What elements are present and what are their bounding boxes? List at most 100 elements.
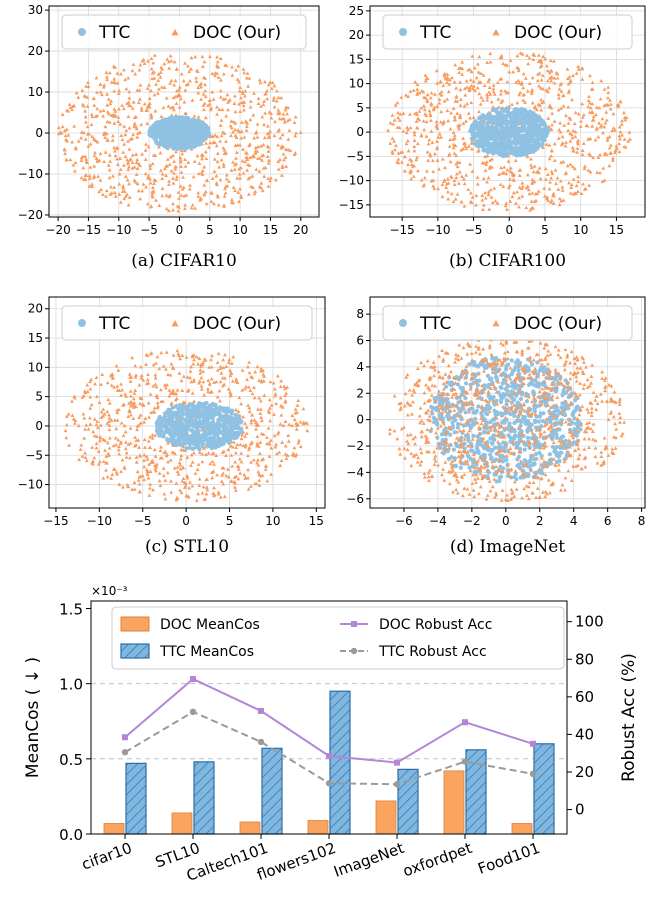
doc-point <box>206 389 211 394</box>
doc-point <box>136 478 141 482</box>
doc-point <box>98 151 103 156</box>
ttc-point <box>155 430 161 435</box>
doc-point <box>171 95 176 100</box>
doc-point <box>265 479 270 483</box>
doc-point <box>209 376 214 381</box>
doc-point <box>244 155 249 160</box>
doc-point <box>167 162 172 167</box>
doc-point <box>220 130 225 134</box>
doc-point <box>471 115 476 119</box>
doc-point <box>597 121 602 125</box>
doc-point <box>229 168 234 172</box>
doc-point <box>586 168 591 172</box>
doc-point <box>128 137 133 141</box>
doc-point <box>139 108 144 112</box>
x-tick-label: 0 <box>176 223 184 237</box>
doc-point <box>445 97 450 101</box>
doc-point <box>581 182 585 186</box>
doc-point <box>475 62 480 66</box>
ttc-point <box>199 123 204 128</box>
doc-point <box>238 85 243 89</box>
doc-point <box>441 122 445 126</box>
ttc-point <box>533 120 538 126</box>
panel-caption: (b) CIFAR100 <box>449 251 566 271</box>
doc-point <box>284 147 288 152</box>
doc-point <box>465 85 470 89</box>
doc-point <box>525 172 530 177</box>
doc-point <box>166 372 171 377</box>
doc-point <box>233 407 238 412</box>
doc-point <box>486 175 491 180</box>
doc-point <box>105 119 110 124</box>
doc-point <box>131 62 136 67</box>
doc-point <box>175 465 180 469</box>
ttc-point <box>521 123 526 129</box>
doc-point <box>235 77 240 81</box>
doc-point <box>221 72 226 76</box>
doc-point <box>242 108 246 112</box>
doc-point <box>225 92 230 97</box>
doc-point <box>546 198 551 203</box>
doc-point <box>195 68 199 72</box>
doc-point <box>457 70 462 75</box>
doc-point <box>226 107 230 112</box>
doc-point <box>138 413 143 417</box>
doc-point <box>240 432 245 437</box>
doc-point <box>188 480 192 484</box>
doc-point <box>436 186 440 191</box>
ttc-point <box>539 143 544 148</box>
doc-point <box>139 122 144 127</box>
ttc-point <box>490 108 496 113</box>
doc-point <box>594 112 598 117</box>
doc-point <box>224 177 229 181</box>
doc-point <box>197 356 202 361</box>
doc-point <box>235 380 240 385</box>
doc-point <box>160 186 165 191</box>
ttc-point <box>487 116 492 121</box>
doc-point <box>416 168 420 173</box>
doc-point <box>488 92 493 96</box>
doc-point <box>406 148 411 153</box>
ttc-point <box>161 431 166 436</box>
doc-point <box>179 96 183 101</box>
doc-point <box>245 377 249 382</box>
ttc-point <box>484 127 490 133</box>
doc-point <box>128 426 133 430</box>
doc-point <box>62 128 67 133</box>
doc-point <box>254 427 258 431</box>
doc-point <box>542 194 547 198</box>
doc-point <box>148 177 153 181</box>
doc-point <box>294 421 299 425</box>
doc-point <box>396 160 401 165</box>
doc-point <box>147 96 152 100</box>
doc-point <box>485 180 489 184</box>
doc-point <box>489 195 494 199</box>
doc-point <box>536 189 541 193</box>
doc-point <box>144 454 149 459</box>
doc-point <box>64 137 68 142</box>
doc-point <box>529 165 534 170</box>
doc-point <box>281 112 286 116</box>
doc-point <box>602 124 607 129</box>
ttc-point <box>149 126 155 131</box>
doc-point <box>564 113 568 118</box>
doc-point <box>539 78 544 82</box>
doc-point <box>279 378 284 383</box>
doc-point <box>242 472 247 477</box>
doc-point <box>144 467 149 472</box>
doc-point <box>239 401 244 406</box>
ttc-point <box>179 145 184 150</box>
doc-point <box>132 165 137 169</box>
doc-point <box>97 189 102 194</box>
doc-point <box>214 105 219 109</box>
doc-point <box>233 109 238 114</box>
doc-point <box>269 176 273 180</box>
doc-point <box>513 158 518 163</box>
doc-point <box>151 384 156 388</box>
doc-point <box>246 385 251 389</box>
ttc-point <box>148 132 153 137</box>
doc-point <box>162 492 167 496</box>
doc-point <box>575 189 580 194</box>
doc-point <box>160 193 165 198</box>
doc-point <box>85 124 90 129</box>
